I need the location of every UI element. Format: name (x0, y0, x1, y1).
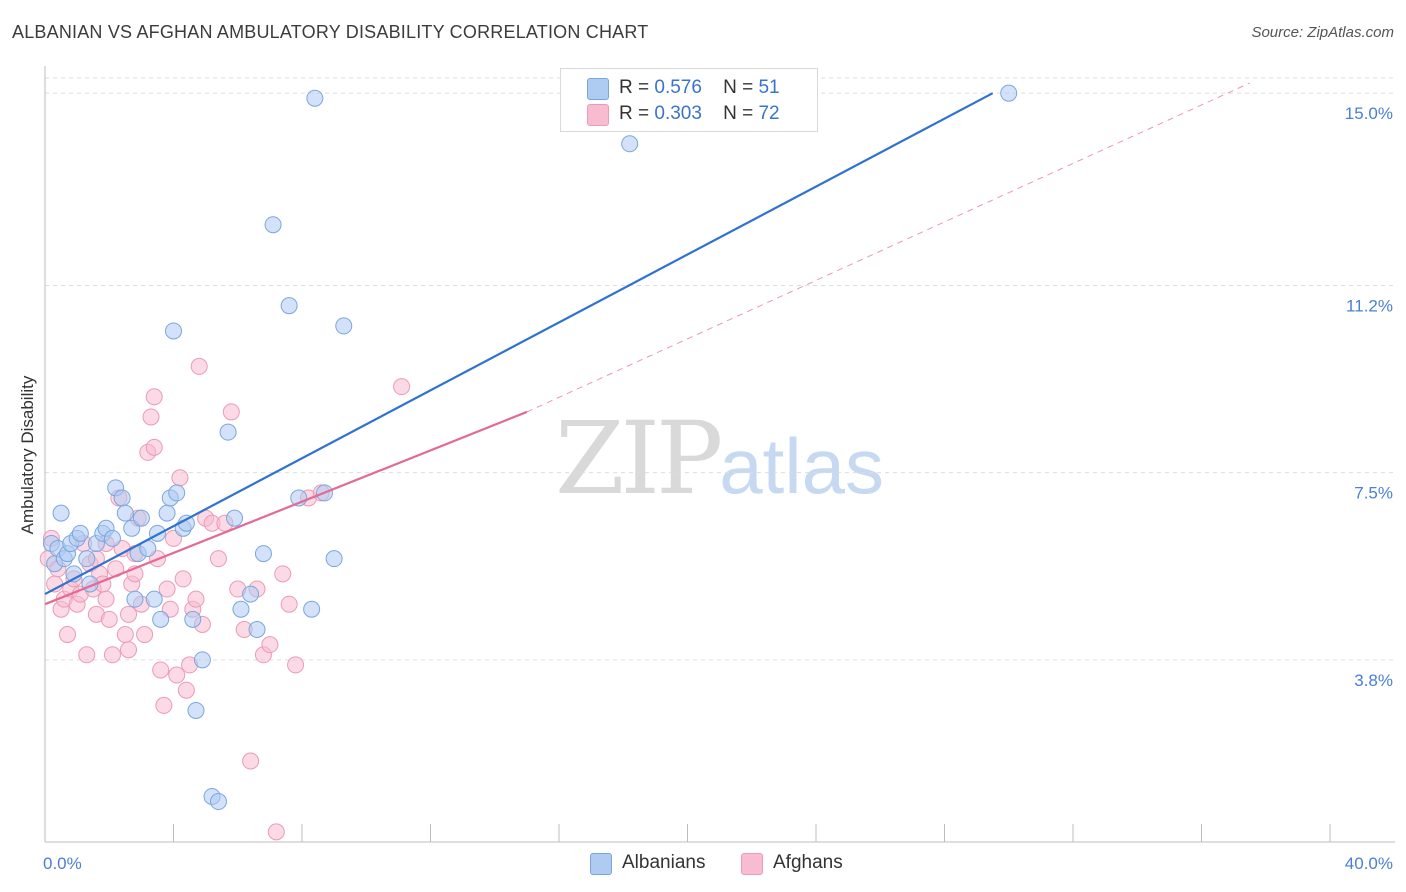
albanian-point (209, 793, 227, 811)
afghan-point (274, 565, 292, 583)
albanian-point (165, 322, 182, 340)
afghan-point (145, 438, 163, 456)
albanian-point (193, 651, 211, 669)
albanian-point (113, 489, 131, 507)
albanian-point (103, 529, 121, 547)
albanian-point (145, 590, 163, 608)
afghan-point (103, 646, 121, 664)
legend-swatch-afghans (741, 853, 763, 875)
gridlines (45, 77, 1395, 661)
legend-swatch-albanians (587, 78, 609, 100)
albanian-points (42, 84, 1018, 811)
correlation-legend: R = 0.576 N = 51 R = 0.303 N = 72 (560, 68, 818, 132)
afghan-point (145, 388, 163, 406)
afghan-point (136, 626, 154, 644)
afghan-point (97, 590, 115, 608)
legend-r-label: R = (619, 77, 650, 98)
afghan-point (190, 357, 208, 375)
albanian-point (132, 509, 150, 527)
afghan-point (267, 823, 285, 841)
albanian-point (71, 524, 89, 542)
afghan-point (120, 605, 138, 623)
afghan-point (174, 570, 192, 588)
albanian-point (303, 600, 321, 618)
y-tick-label: 3.8% (1354, 671, 1393, 690)
tick-labels: 3.8% 7.5% 11.2% 15.0% 0.0% 40.0% (43, 104, 1393, 873)
albanian-point (219, 423, 237, 441)
afghan-point (116, 626, 134, 644)
albanian-point (168, 484, 186, 502)
x-tick-label-max: 40.0% (1345, 854, 1393, 873)
chart-title: ALBANIAN VS AFGHAN AMBULATORY DISABILITY… (12, 22, 649, 42)
afghan-point (78, 646, 96, 664)
legend-r-albanians: 0.576 (654, 77, 702, 98)
legend-n-label: N = (723, 77, 754, 98)
albanian-point (254, 545, 272, 563)
legend-swatch-albanians (590, 853, 612, 875)
afghan-point (261, 636, 279, 654)
albanian-point (187, 701, 205, 719)
afghan-trend-line (44, 410, 528, 606)
afghan-point (158, 580, 176, 598)
albanian-point (242, 585, 260, 603)
axes (44, 66, 1395, 843)
afghan-point (209, 550, 227, 568)
source-label: Source: ZipAtlas.com (1251, 24, 1394, 41)
trend-lines (44, 82, 1250, 606)
albanian-point (116, 504, 134, 522)
legend-r-afghans: 0.303 (654, 103, 702, 124)
watermark-zip: ZIP (555, 400, 723, 517)
albanian-point (264, 216, 282, 234)
watermark: ZIPatlas (555, 400, 884, 517)
albanian-point (152, 610, 170, 628)
afghan-point (187, 590, 205, 608)
albanian-point (232, 600, 250, 618)
y-tick-label: 15.0% (1345, 104, 1393, 123)
afghan-point (142, 408, 160, 426)
afghan-point (171, 469, 189, 487)
albanian-point (148, 524, 166, 542)
afghan-point (393, 378, 411, 396)
albanian-point (621, 135, 639, 153)
albanian-point (335, 317, 353, 335)
x-tick-label-min: 0.0% (43, 854, 82, 873)
afghan-point (58, 626, 76, 644)
y-tick-label: 11.2% (1346, 296, 1393, 315)
albanian-point (126, 590, 144, 608)
albanian-point (78, 550, 96, 568)
legend-n-afghans: 72 (758, 103, 780, 124)
legend-n-albanians: 51 (758, 77, 780, 98)
albanian-point (325, 550, 343, 568)
afghan-point (222, 403, 240, 421)
afghan-point (152, 661, 170, 679)
afghan-point (280, 595, 298, 613)
afghan-trend-extension (526, 82, 1250, 413)
legend-n-label: N = (723, 103, 754, 124)
albanian-trend-line (44, 92, 994, 596)
albanian-point (248, 620, 266, 638)
afghan-point (177, 681, 195, 699)
afghan-point (120, 641, 138, 659)
legend-r-label: R = (619, 103, 650, 124)
albanian-point (184, 610, 202, 628)
watermark-atlas: atlas (719, 422, 885, 510)
legend-swatch-afghans (587, 104, 609, 126)
afghan-point (100, 610, 118, 628)
afghan-point (168, 666, 186, 684)
albanian-point (226, 509, 244, 527)
y-tick-label: 7.5% (1354, 484, 1393, 503)
albanian-point (306, 89, 324, 107)
albanian-point (280, 297, 298, 315)
albanian-point (52, 504, 70, 522)
afghan-point (242, 752, 260, 770)
albanian-point (158, 504, 176, 522)
afghan-point (155, 696, 173, 714)
legend-label-afghans: Afghans (773, 852, 843, 873)
legend-label-albanians: Albanians (622, 852, 706, 873)
afghan-point (287, 656, 305, 674)
albanian-point (1000, 84, 1018, 102)
